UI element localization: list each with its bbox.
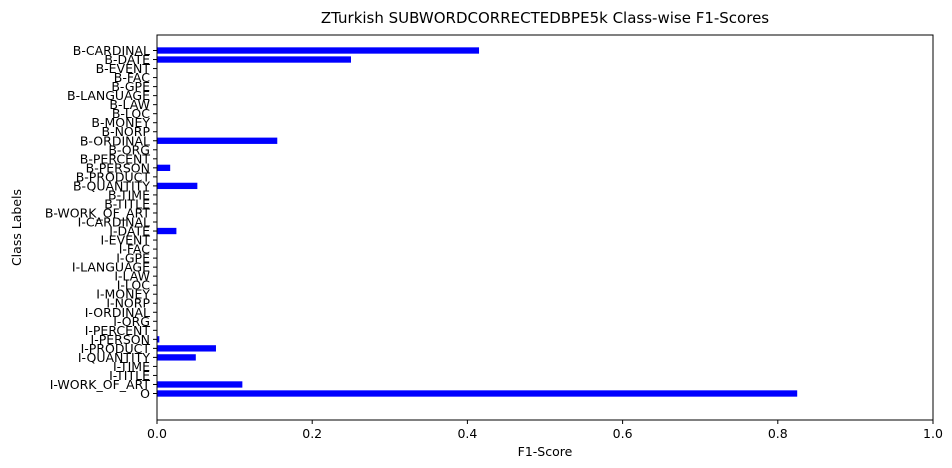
plot-frame [156,34,934,421]
y-tick-label: I-TITLE [109,368,150,383]
y-tick-label: I-PERSON [91,332,150,347]
bar-b-ordinal [157,137,278,144]
y-tick-label: I-LANGUAGE [72,260,150,275]
x-tick-label: 1.0 [923,426,943,441]
y-tick-label: I-LAW [114,269,150,284]
y-tick-label: I-PERCENT [85,323,151,338]
y-tick-label: I-DATE [109,224,150,239]
x-tick-label: 0.8 [768,426,788,441]
bar-i-date [157,227,177,235]
y-tick-label: B-WORK_OF_ART [45,205,151,220]
y-tick-label: O [140,386,150,401]
x-tick-label: 0.6 [613,426,633,441]
y-tick-label: B-TIME [108,187,150,202]
y-tick-label: B-FAC [114,70,150,85]
y-tick-label: I-QUANTITY [78,350,151,365]
y-tick-label: I-TIME [113,359,150,374]
y-tick-label: I-WORK_OF_ART [50,377,151,392]
bar-b-quantity [157,182,198,190]
y-tick-label: I-ORG [113,314,150,329]
bar-i-product [157,345,216,352]
y-tick-label: B-LOC [112,106,150,121]
y-tick-label: B-QUANTITY [73,178,150,193]
y-tick-label: B-ORDINAL [80,133,150,148]
bar-o [157,390,798,397]
y-tick-label: B-LANGUAGE [67,88,150,103]
y-tick-label: I-LOC [117,278,151,293]
y-tick-label: I-FAC [119,242,151,257]
y-tick-label: B-EVENT [96,61,151,76]
y-tick-label: B-PERSON [86,160,150,175]
y-tick-label: B-GPE [111,79,150,94]
y-tick-label: I-CARDINAL [78,215,150,230]
y-tick-label: I-ORDINAL [85,305,150,320]
bars-layer [157,47,798,397]
y-tick-label: B-DATE [104,52,150,67]
x-tick-label: 0.0 [147,426,167,441]
x-ticks: 0.0 0.2 0.4 0.6 0.8 1.0 [147,420,943,441]
x-tick-label: 0.2 [302,426,322,441]
y-tick-label: I-MONEY [96,287,150,302]
y-ticks: B-CARDINALB-DATEB-EVENTB-FACB-GPEB-LANGU… [45,43,157,401]
y-tick-label: B-PERCENT [80,151,151,166]
x-axis-label: F1-Score [518,444,573,459]
bar-i-quantity [157,354,196,361]
y-tick-label: B-CARDINAL [73,43,150,58]
y-tick-label: B-MONEY [91,115,150,130]
bar-i-work-of-art [157,381,243,388]
y-tick-label: B-NORP [102,124,151,139]
y-tick-label: B-LAW [109,97,150,112]
y-tick-label: B-TITLE [104,196,150,211]
bar-b-date [157,56,351,63]
y-tick-label: I-GPE [116,251,150,266]
y-axis-label: Class Labels [9,189,24,266]
y-tick-label: B-ORG [108,142,150,157]
x-tick-label: 0.4 [457,426,477,441]
y-tick-label: I-EVENT [100,233,150,248]
bar-b-person [157,164,171,172]
bar-i-person [157,336,160,343]
chart-title: ZTurkish SUBWORDCORRECTEDBPE5k Class-wis… [321,9,769,27]
bar-b-cardinal [157,47,480,54]
y-tick-label: B-PRODUCT [76,169,151,184]
y-tick-label: I-PRODUCT [81,341,151,356]
y-tick-label: I-NORP [106,296,150,311]
